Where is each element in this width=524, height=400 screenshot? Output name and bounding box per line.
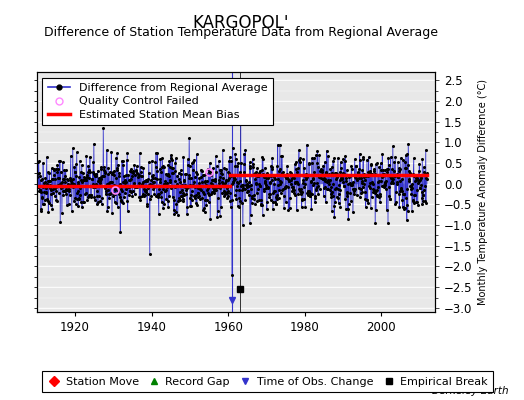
Text: KARGOPOL': KARGOPOL' [193, 14, 289, 32]
Legend: Difference from Regional Average, Quality Control Failed, Estimated Station Mean: Difference from Regional Average, Qualit… [42, 78, 273, 125]
Y-axis label: Monthly Temperature Anomaly Difference (°C): Monthly Temperature Anomaly Difference (… [478, 79, 488, 305]
Text: Berkeley Earth: Berkeley Earth [432, 386, 508, 396]
Legend: Station Move, Record Gap, Time of Obs. Change, Empirical Break: Station Move, Record Gap, Time of Obs. C… [42, 371, 493, 392]
Text: Difference of Station Temperature Data from Regional Average: Difference of Station Temperature Data f… [44, 26, 438, 39]
